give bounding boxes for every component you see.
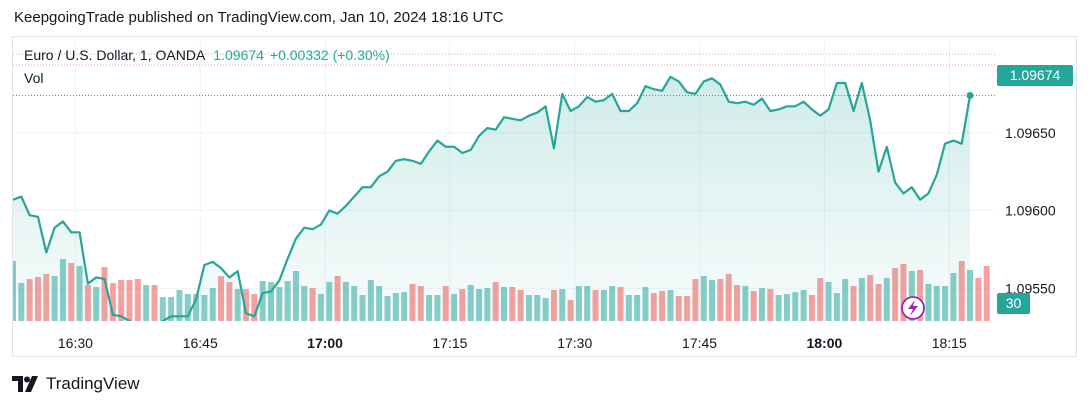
volume-bar [126, 280, 133, 321]
time-tick-label: 18:15 [932, 335, 967, 351]
tradingview-brand: TradingView [46, 374, 140, 393]
volume-label[interactable]: Vol [24, 70, 44, 86]
tradingview-logo-icon [12, 376, 38, 392]
volume-bar [967, 270, 974, 321]
time-tick-label: 18:00 [806, 335, 842, 351]
volume-bar [184, 294, 191, 321]
time-tick-label: 17:45 [682, 335, 717, 351]
volume-bar [251, 294, 258, 321]
price-tick-label: 1.09550 [1005, 280, 1056, 296]
tradingview-logo[interactable]: TradingView [12, 374, 140, 394]
price-tick-label: 1.09650 [1005, 125, 1056, 141]
volume-tag: 30 [997, 293, 1030, 314]
volume-bar [975, 278, 982, 321]
chart-frame [12, 36, 1077, 357]
volume-bar [176, 290, 183, 321]
time-tick-label: 17:00 [307, 335, 343, 351]
volume-bar [143, 285, 150, 321]
volume-bar [118, 280, 125, 321]
volume-bar [134, 279, 141, 321]
volume-bar [983, 266, 990, 321]
price-change: +0.00332 (+0.30%) [269, 47, 390, 63]
last-price-tag: 1.09674 [997, 65, 1073, 86]
price-tick-label: 1.09600 [1005, 203, 1056, 219]
price-area-fill [13, 76, 971, 321]
publisher-line: KeepgoingTrade published on TradingView.… [14, 9, 504, 26]
time-tick-label: 17:15 [432, 335, 467, 351]
legend: Euro / U.S. Dollar, 1, OANDA 1.09674 +0.00… [24, 47, 390, 63]
volume-bar [159, 297, 166, 321]
time-tick-label: 16:45 [183, 335, 218, 351]
symbol-title[interactable]: Euro / U.S. Dollar, 1, OANDA [24, 47, 206, 63]
price-line [13, 75, 972, 321]
last-price: 1.09674 [213, 47, 264, 63]
volume-bar [151, 285, 158, 321]
time-tick-label: 16:30 [58, 335, 93, 351]
time-tick-label: 17:30 [557, 335, 592, 351]
price-axis: 1.09650 1.09600 1.09550 [1005, 125, 1056, 297]
lightning-icon[interactable] [901, 296, 925, 320]
volume-bar [243, 289, 250, 321]
volume-bar [109, 283, 116, 321]
time-axis: 16:30 16:45 17:00 17:15 17:30 17:45 18:00 18:15 [58, 335, 967, 351]
volume-bar [168, 297, 175, 321]
